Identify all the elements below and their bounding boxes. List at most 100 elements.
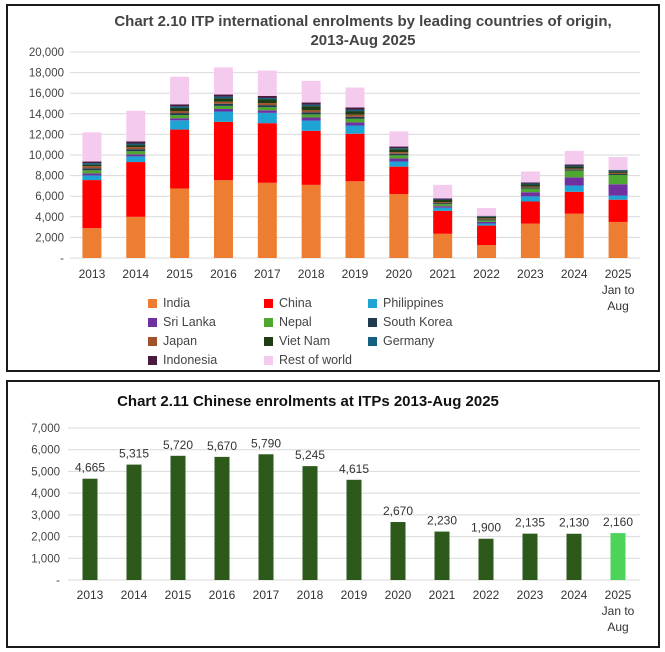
bar-segment-germany [608,170,628,172]
legend-label: Germany [383,334,435,348]
chart-2-10-plot: - 2,000 4,000 6,000 8,000 10,000 12,000 14,000 1… [29,47,640,313]
legend-swatch [148,298,157,308]
bar-segment-germany [520,183,540,185]
legend-swatch [148,336,157,346]
bar-segment-viet-nam [301,106,321,111]
y-tick-label: 7,000 [31,423,60,435]
data-label: 5,670 [207,439,237,453]
bar-segment-germany [213,96,233,99]
legend-swatch [148,317,157,327]
bar-segment-nepal [82,170,102,174]
y-tick-label: 6,000 [35,191,64,203]
bar-segment-india [345,181,365,258]
chart-2-10-title-line1: Chart 2.10 ITP international enrolments … [114,13,612,30]
bar-segment-rest-of-world [389,131,409,147]
bar-segment-china [170,129,190,189]
bar-segment-indonesia [477,215,497,217]
legend-item-germany: Germany [368,332,508,350]
bar-segment-indonesia [345,107,365,110]
bar-segment-south-korea [608,173,628,175]
bar-segment-viet-nam [82,164,102,167]
legend-swatch [148,355,157,365]
y-tick-label: 12,000 [29,129,64,141]
bar-segment-japan [213,101,233,104]
bar-segment-philippines [82,175,102,181]
bar-segment-viet-nam [345,111,365,115]
x-tick-label: 2021 [429,588,456,602]
bar-segment-south-korea [82,168,102,171]
x-tick-label: 2023 [517,588,544,602]
bar-segment-south-korea [564,169,584,171]
data-label: 5,790 [251,436,281,450]
bar-segment-japan [82,166,102,169]
bar-segment-philippines [389,161,409,167]
bar-2016 [214,456,230,580]
bar-segment-indonesia [257,95,277,98]
bar-segment-germany [170,106,190,108]
bar-segment-sri-lanka [477,221,497,224]
legend-label: Sri Lanka [163,315,216,329]
bar-segment-germany [301,104,321,107]
bar-segment-germany [389,148,409,150]
bar-segment-philippines [126,156,146,163]
legend-item-india: India [148,294,264,312]
chart-2-10-title: Chart 2.10 ITP international enrolments … [78,12,648,50]
bar-segment-philippines [477,223,497,226]
bar-segment-indonesia [82,161,102,164]
bar-segment-india [213,180,233,258]
bar-segment-india [608,221,628,258]
bar-segment-south-korea [257,105,277,108]
bar-segment-japan [520,186,540,188]
x-tick-label: 2021 [429,267,456,281]
bar-segment-indonesia [170,104,190,107]
chart-2-11-panel: Chart 2.11 Chinese enrolments at ITPs 20… [6,380,660,648]
bar-segment-japan [389,152,409,154]
bar-segment-china [520,201,540,224]
legend-item-nepal: Nepal [264,313,368,331]
bar-segment-germany [126,143,146,146]
bar-segment-south-korea [389,153,409,156]
bar-segment-south-korea [170,113,190,116]
x-tick-label: 2015 [165,588,192,602]
bar-segment-japan [564,168,584,170]
bar-segment-indonesia [608,169,628,171]
legend-item-japan: Japan [148,332,264,350]
bar-segment-sri-lanka [257,110,277,113]
x-tick-label: 2015 [166,267,193,281]
data-label: 2,160 [603,515,633,529]
bar-segment-nepal [257,107,277,111]
legend-item-south-korea: South Korea [368,313,508,331]
bar-segment-south-korea [477,219,497,221]
bar-segment-germany [82,163,102,165]
bar-segment-sri-lanka [170,118,190,121]
legend-label: Viet Nam [279,334,331,348]
bar-segment-south-korea [345,116,365,119]
data-label: 2,135 [515,516,545,530]
bar-segment-china [257,123,277,183]
bar-segment-sri-lanka [82,173,102,176]
bar-2022 [478,538,494,580]
bar-segment-sri-lanka [213,108,233,112]
x-tick-label: 2014 [122,267,149,281]
bar-segment-south-korea [520,187,540,189]
bar-segment-nepal [608,174,628,185]
bar-segment-india [477,245,497,258]
x-tick-label: 2024 [561,267,588,281]
legend-item-rest-of-world: Rest of world [264,351,368,369]
y-tick-label: 1,000 [31,553,60,565]
bar-segment-china [433,210,453,234]
bar-segment-indonesia [126,141,146,144]
bar-segment-nepal [564,170,584,178]
bar-segment-sri-lanka [564,177,584,186]
bar-segment-philippines [301,120,321,131]
bar-segment-philippines [170,120,190,130]
bar-segment-sri-lanka [301,117,321,121]
bar-segment-india [301,184,321,258]
x-tick-label: 2016 [209,588,236,602]
y-tick-label: 10,000 [29,150,64,162]
x-tick-label: 2022 [473,267,500,281]
bar-2021 [434,531,450,580]
bar-segment-japan [433,202,453,204]
bar-segment-rest-of-world [213,67,233,95]
legend-label: China [279,296,312,310]
